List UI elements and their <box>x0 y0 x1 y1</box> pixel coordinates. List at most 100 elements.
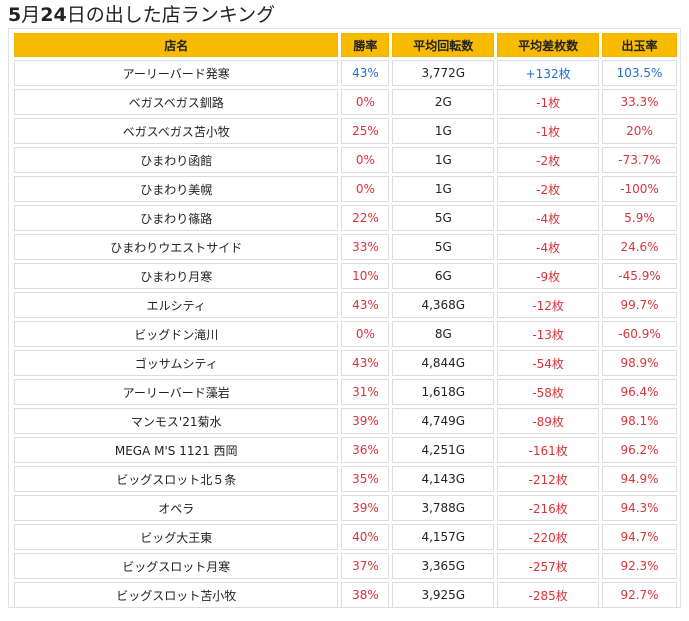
cell-win-rate: 39% <box>341 408 390 434</box>
table-row: ビッグ大王東 40% 4,157G -220枚 94.7% <box>14 524 677 550</box>
cell-average-difference: -212枚 <box>497 466 600 492</box>
cell-win-rate: 43% <box>341 292 390 318</box>
cell-store-name: ビッグスロット苫小牧 <box>14 582 339 608</box>
ranking-table-frame: 店名 勝率 平均回転数 平均差枚数 出玉率 アーリーバード発寒 43% 3,772G… <box>8 28 681 608</box>
cell-store-name: ビッグ大王東 <box>14 524 339 550</box>
table-row: ビッグスロット北５条 35% 4,143G -212枚 94.9% <box>14 466 677 492</box>
cell-win-rate: 25% <box>341 118 390 144</box>
cell-store-name: ひまわり函館 <box>14 147 339 173</box>
cell-win-rate: 0% <box>341 321 390 347</box>
table-row: ゴッサムシティ 43% 4,844G -54枚 98.9% <box>14 350 677 376</box>
cell-average-spins: 4,844G <box>392 350 495 376</box>
cell-store-name: ゴッサムシティ <box>14 350 339 376</box>
cell-average-spins: 4,251G <box>392 437 495 463</box>
page-title: 5月24日の出した店ランキング <box>8 2 275 28</box>
cell-payout-rate: 96.2% <box>602 437 677 463</box>
cell-average-difference: -257枚 <box>497 553 600 579</box>
cell-payout-rate: 99.7% <box>602 292 677 318</box>
cell-average-spins: 3,925G <box>392 582 495 608</box>
cell-payout-rate: -100% <box>602 176 677 202</box>
table-row: ビッグスロット苫小牧 38% 3,925G -285枚 92.7% <box>14 582 677 608</box>
cell-store-name: ビッグスロット月寒 <box>14 553 339 579</box>
cell-win-rate: 40% <box>341 524 390 550</box>
cell-win-rate: 35% <box>341 466 390 492</box>
cell-store-name: ひまわり美幌 <box>14 176 339 202</box>
cell-average-difference: -216枚 <box>497 495 600 521</box>
cell-store-name: アーリーバード藻岩 <box>14 379 339 405</box>
cell-store-name: マンモス'21菊水 <box>14 408 339 434</box>
cell-win-rate: 43% <box>341 60 390 86</box>
cell-store-name: オペラ <box>14 495 339 521</box>
table-row: エルシティ 43% 4,368G -12枚 99.7% <box>14 292 677 318</box>
table-row: ひまわり函館 0% 1G -2枚 -73.7% <box>14 147 677 173</box>
cell-average-spins: 5G <box>392 205 495 231</box>
cell-average-difference: -12枚 <box>497 292 600 318</box>
cell-average-difference: -13枚 <box>497 321 600 347</box>
cell-average-difference: -2枚 <box>497 147 600 173</box>
cell-store-name: ベガスベガス苫小牧 <box>14 118 339 144</box>
cell-payout-rate: 94.3% <box>602 495 677 521</box>
cell-average-difference: -2枚 <box>497 176 600 202</box>
cell-store-name: ビッグドン滝川 <box>14 321 339 347</box>
cell-average-difference: +132枚 <box>497 60 600 86</box>
table-row: MEGA M'S 1121 西岡 36% 4,251G -161枚 96.2% <box>14 437 677 463</box>
cell-average-difference: -285枚 <box>497 582 600 608</box>
cell-average-spins: 4,368G <box>392 292 495 318</box>
table-header-row: 店名 勝率 平均回転数 平均差枚数 出玉率 <box>14 33 677 57</box>
cell-average-difference: -4枚 <box>497 234 600 260</box>
cell-win-rate: 37% <box>341 553 390 579</box>
header-average-difference: 平均差枚数 <box>497 33 600 57</box>
table-row: ベガスベガス釧路 0% 2G -1枚 33.3% <box>14 89 677 115</box>
cell-store-name: ベガスベガス釧路 <box>14 89 339 115</box>
table-row: マンモス'21菊水 39% 4,749G -89枚 98.1% <box>14 408 677 434</box>
cell-average-spins: 2G <box>392 89 495 115</box>
cell-average-spins: 8G <box>392 321 495 347</box>
cell-payout-rate: 33.3% <box>602 89 677 115</box>
cell-average-spins: 3,365G <box>392 553 495 579</box>
table-body: アーリーバード発寒 43% 3,772G +132枚 103.5% ベガスベガス釧路 0% 2… <box>14 60 677 608</box>
title-day: 24 <box>40 4 67 26</box>
table-row: ベガスベガス苫小牧 25% 1G -1枚 20% <box>14 118 677 144</box>
header-payout-rate: 出玉率 <box>602 33 677 57</box>
cell-win-rate: 36% <box>341 437 390 463</box>
title-month: 5 <box>8 4 22 26</box>
table-row: ひまわり美幌 0% 1G -2枚 -100% <box>14 176 677 202</box>
cell-average-difference: -58枚 <box>497 379 600 405</box>
cell-average-spins: 3,772G <box>392 60 495 86</box>
cell-win-rate: 43% <box>341 350 390 376</box>
cell-average-spins: 3,788G <box>392 495 495 521</box>
cell-payout-rate: -45.9% <box>602 263 677 289</box>
cell-store-name: MEGA M'S 1121 西岡 <box>14 437 339 463</box>
cell-win-rate: 0% <box>341 89 390 115</box>
cell-payout-rate: 98.9% <box>602 350 677 376</box>
cell-win-rate: 22% <box>341 205 390 231</box>
cell-payout-rate: 94.9% <box>602 466 677 492</box>
cell-average-difference: -4枚 <box>497 205 600 231</box>
cell-average-spins: 1G <box>392 176 495 202</box>
cell-average-difference: -9枚 <box>497 263 600 289</box>
table-row: ビッグドン滝川 0% 8G -13枚 -60.9% <box>14 321 677 347</box>
cell-store-name: エルシティ <box>14 292 339 318</box>
cell-payout-rate: 5.9% <box>602 205 677 231</box>
table-row: アーリーバード藻岩 31% 1,618G -58枚 96.4% <box>14 379 677 405</box>
cell-win-rate: 33% <box>341 234 390 260</box>
table-row: ひまわり篠路 22% 5G -4枚 5.9% <box>14 205 677 231</box>
cell-payout-rate: 94.7% <box>602 524 677 550</box>
cell-payout-rate: 98.1% <box>602 408 677 434</box>
ranking-table: 店名 勝率 平均回転数 平均差枚数 出玉率 アーリーバード発寒 43% 3,772G… <box>11 30 680 611</box>
cell-average-difference: -220枚 <box>497 524 600 550</box>
table-row: ひまわりウエストサイド 33% 5G -4枚 24.6% <box>14 234 677 260</box>
cell-average-spins: 4,749G <box>392 408 495 434</box>
cell-average-spins: 4,157G <box>392 524 495 550</box>
cell-win-rate: 0% <box>341 147 390 173</box>
cell-average-spins: 5G <box>392 234 495 260</box>
cell-average-difference: -161枚 <box>497 437 600 463</box>
cell-average-spins: 1,618G <box>392 379 495 405</box>
cell-win-rate: 39% <box>341 495 390 521</box>
cell-payout-rate: 92.3% <box>602 553 677 579</box>
cell-average-difference: -54枚 <box>497 350 600 376</box>
header-win-rate: 勝率 <box>341 33 390 57</box>
cell-win-rate: 31% <box>341 379 390 405</box>
cell-store-name: ビッグスロット北５条 <box>14 466 339 492</box>
